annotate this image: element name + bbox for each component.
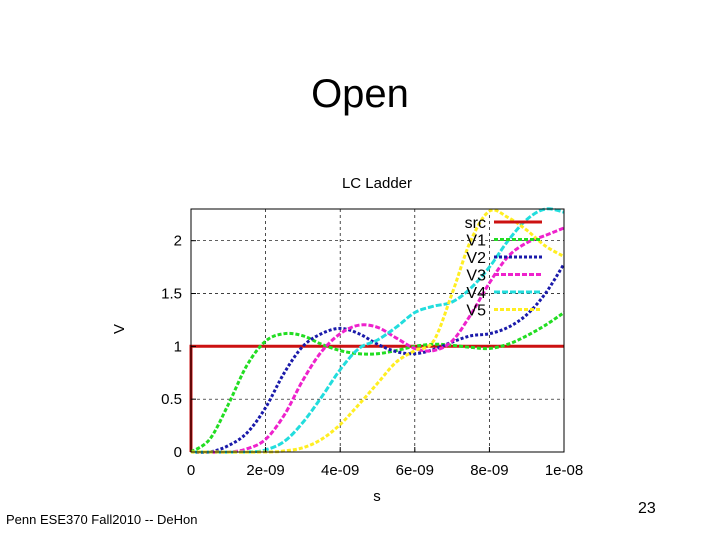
series-line-v4 <box>190 207 565 454</box>
tick-layer: 0 2e-09 4e-09 6e-09 8e-09 1e-08 0 0.5 1 1.5 2 <box>161 233 583 479</box>
series-line-v2 <box>190 263 566 454</box>
y-tick-label: 1 <box>174 338 182 355</box>
plot-frame <box>190 208 565 453</box>
y-tick-label: 0 <box>174 444 182 461</box>
x-tick-label: 0 <box>187 462 195 479</box>
footer-text: Penn ESE370 Fall2010 -- DeHon <box>6 512 198 527</box>
legend-label: V5 <box>466 303 486 320</box>
x-tick-label: 8e-09 <box>470 462 508 479</box>
page-number: 23 <box>638 500 656 517</box>
y-tick-label: 0.5 <box>161 391 182 408</box>
legend-label: V2 <box>466 250 486 267</box>
legend-label: V1 <box>466 233 486 250</box>
legend-label: V4 <box>466 285 486 302</box>
y-tick-label: 1.5 <box>161 286 182 303</box>
x-tick-label: 2e-09 <box>246 462 284 479</box>
series-line-v1 <box>190 311 565 454</box>
series-layer <box>189 207 566 454</box>
x-tick-label: 4e-09 <box>321 462 359 479</box>
x-axis-label: s <box>373 488 381 505</box>
legend-label: V3 <box>466 268 486 285</box>
y-tick-label: 2 <box>174 233 182 250</box>
chart-title: LC Ladder <box>342 175 412 192</box>
slide-title: Open <box>311 72 409 116</box>
y-axis-label: V <box>111 324 128 334</box>
legend-label: src <box>465 215 486 232</box>
grid-layer <box>191 209 564 452</box>
x-tick-label: 6e-09 <box>396 462 434 479</box>
x-tick-label: 1e-08 <box>545 462 583 479</box>
series-line-v5 <box>190 208 565 454</box>
